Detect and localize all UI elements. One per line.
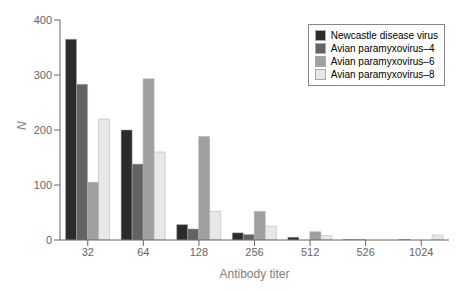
svg-text:128: 128: [190, 246, 208, 258]
svg-text:0: 0: [46, 234, 52, 246]
svg-text:100: 100: [34, 179, 52, 191]
svg-text:N: N: [15, 121, 29, 130]
svg-text:512: 512: [301, 246, 319, 258]
svg-text:300: 300: [34, 69, 52, 81]
svg-text:Antibody titer: Antibody titer: [219, 267, 289, 281]
svg-text:32: 32: [82, 246, 94, 258]
svg-text:256: 256: [245, 246, 263, 258]
html-text:Avian paramyxovirus–4: Avian paramyxovirus–4: [330, 43, 435, 54]
svg-text:400: 400: [34, 14, 52, 26]
svg-text:1024: 1024: [409, 246, 433, 258]
svg-text:64: 64: [137, 246, 149, 258]
svg-text:200: 200: [34, 124, 52, 136]
html-text:Avian paramyxovirus–6: Avian paramyxovirus–6: [330, 56, 435, 67]
html-text:Newcastle disease virus: Newcastle disease virus: [330, 30, 438, 41]
html-text:Avian paramyxovirus–8: Avian paramyxovirus–8: [330, 69, 435, 80]
svg-text:526: 526: [356, 246, 374, 258]
